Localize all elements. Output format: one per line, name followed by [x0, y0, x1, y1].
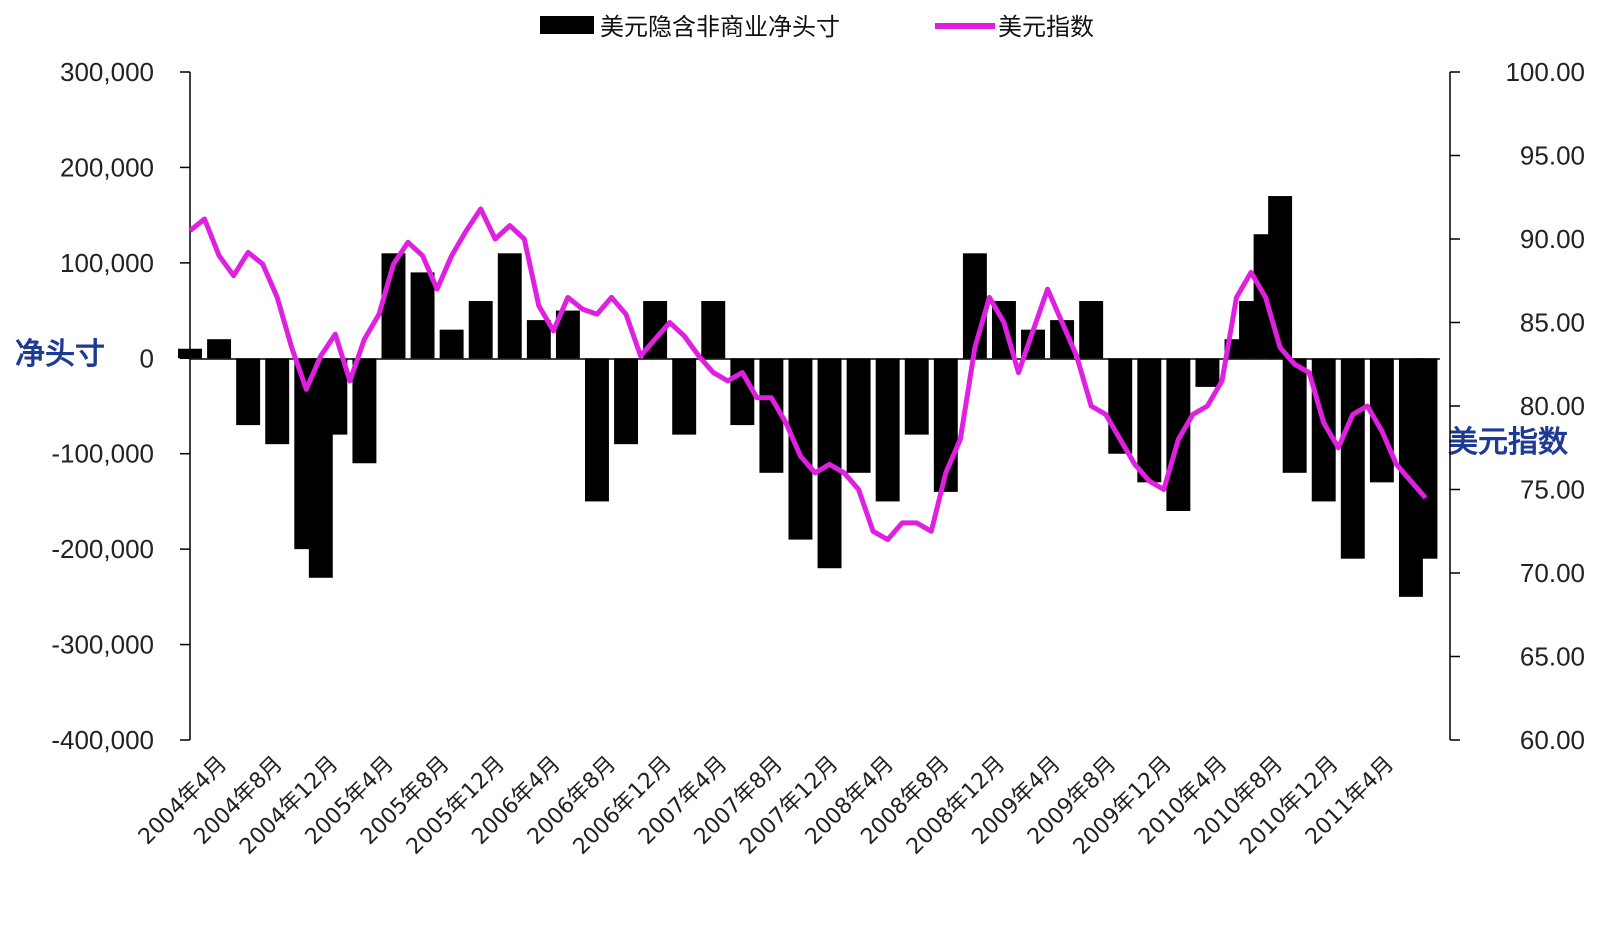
bar	[1282, 358, 1307, 473]
y-right-tick-label: 90.00	[1520, 224, 1585, 254]
bar	[614, 358, 639, 445]
bar	[1311, 358, 1336, 502]
bar	[1050, 320, 1075, 359]
y-axis-left-ticks: 300,000 200,000 100,000 0 -100,000 -200,000 -3…	[51, 57, 190, 755]
y-right-tick-label: 65.00	[1520, 642, 1585, 672]
bar	[875, 358, 900, 502]
bar	[585, 358, 609, 502]
bar	[265, 358, 290, 445]
y-left-tick-label: -200,000	[51, 534, 154, 564]
y-right-tick-label: 85.00	[1520, 308, 1585, 338]
bar	[759, 358, 784, 473]
bar	[526, 320, 551, 359]
bar	[1340, 358, 1365, 559]
bar	[497, 253, 522, 359]
bar	[178, 348, 202, 359]
y-right-tick-label: 60.00	[1520, 725, 1585, 755]
y-left-tick-label: -300,000	[51, 630, 154, 660]
bar	[323, 358, 348, 435]
bar	[1137, 358, 1162, 483]
y-axis-right-title: 美元指数	[1448, 425, 1569, 460]
bar-series	[178, 196, 1438, 597]
y-axis-left-title: 净头寸	[15, 337, 105, 372]
bar	[1369, 358, 1394, 483]
bar	[439, 329, 464, 359]
y-left-tick-label: -100,000	[51, 439, 154, 469]
bar	[410, 272, 435, 359]
bar	[701, 301, 726, 359]
bar	[904, 358, 929, 435]
bar	[1079, 301, 1104, 359]
y-right-tick-label: 95.00	[1520, 141, 1585, 171]
y-left-tick-label: 0	[140, 343, 154, 373]
bar	[555, 310, 580, 359]
bar	[468, 301, 493, 359]
legend: 美元隐含非商业净头寸 美元指数	[540, 13, 1094, 41]
y-left-tick-label: -400,000	[51, 725, 154, 755]
y-axis-right-ticks: 100.00 95.00 90.00 85.00 80.00 75.00 70.00 65.0…	[1450, 57, 1585, 755]
bar	[207, 339, 232, 359]
y-right-tick-label: 75.00	[1520, 475, 1585, 505]
y-right-tick-label: 70.00	[1520, 558, 1585, 588]
bar	[1413, 358, 1438, 559]
bar	[846, 358, 871, 473]
y-right-tick-label: 100.00	[1505, 57, 1585, 87]
legend-label-line: 美元指数	[998, 13, 1094, 41]
legend-label-bars: 美元隐含非商业净头寸	[600, 13, 840, 41]
legend-swatch-bars	[540, 16, 594, 34]
bar	[788, 358, 813, 540]
bar	[1268, 196, 1293, 359]
bar	[672, 358, 697, 435]
y-right-tick-label: 80.00	[1520, 391, 1585, 421]
x-axis-ticks: 2004年4月2004年8月2004年12月2005年4月2005年8月2005…	[134, 752, 1399, 860]
bar	[1195, 358, 1220, 387]
bar	[352, 358, 377, 464]
y-left-tick-label: 100,000	[60, 248, 154, 278]
y-left-tick-label: 200,000	[60, 152, 154, 182]
bar	[236, 358, 261, 426]
line-series	[188, 206, 1428, 543]
line-usd-index	[188, 206, 1428, 543]
y-left-tick-label: 300,000	[60, 57, 154, 87]
